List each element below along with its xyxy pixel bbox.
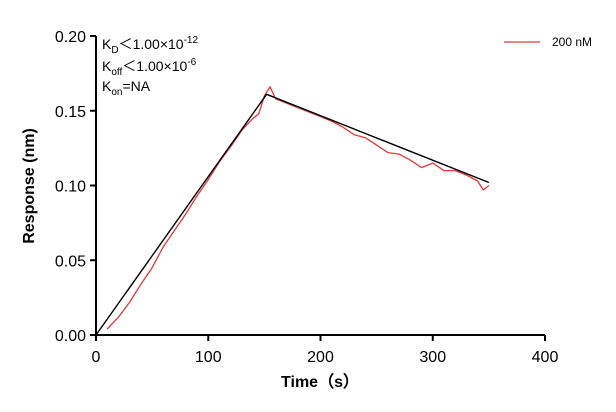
y-tick-label: 0.05 — [55, 253, 86, 270]
x-tick-label: 200 — [307, 349, 334, 366]
kd-annotation: KD＜1.00×10-12 — [102, 35, 198, 56]
y-axis-title: Response (nm) — [21, 128, 38, 244]
series-line-measured — [106, 86, 490, 330]
y-tick-label: 0.20 — [55, 29, 86, 46]
y-tick-label: 0.15 — [55, 104, 86, 121]
annotations: KD＜1.00×10-12 Koff＜1.00×10-6 Kon=NA — [102, 35, 198, 98]
x-tick-label: 100 — [195, 349, 222, 366]
x-tick-label: 400 — [532, 349, 559, 366]
data-layer — [95, 86, 490, 336]
legend: 200 nM — [504, 35, 592, 49]
y-tick-label: 0.10 — [55, 179, 86, 196]
x-ticks: 0 100 200 300 400 — [92, 335, 559, 366]
y-ticks: 0.00 0.05 0.10 0.15 0.20 — [55, 29, 96, 345]
plot-area: 0.00 0.05 0.10 0.15 0.20 0 100 200 300 400 — [55, 29, 559, 366]
legend-label: 200 nM — [552, 35, 592, 49]
y-tick-label: 0.00 — [55, 328, 86, 345]
x-tick-label: 0 — [92, 349, 101, 366]
kon-annotation: Kon=NA — [102, 78, 151, 98]
series-line-fit — [95, 93, 490, 336]
x-axis-title: Time（s） — [281, 373, 359, 391]
koff-annotation: Koff＜1.00×10-6 — [102, 57, 197, 78]
x-tick-label: 300 — [419, 349, 446, 366]
